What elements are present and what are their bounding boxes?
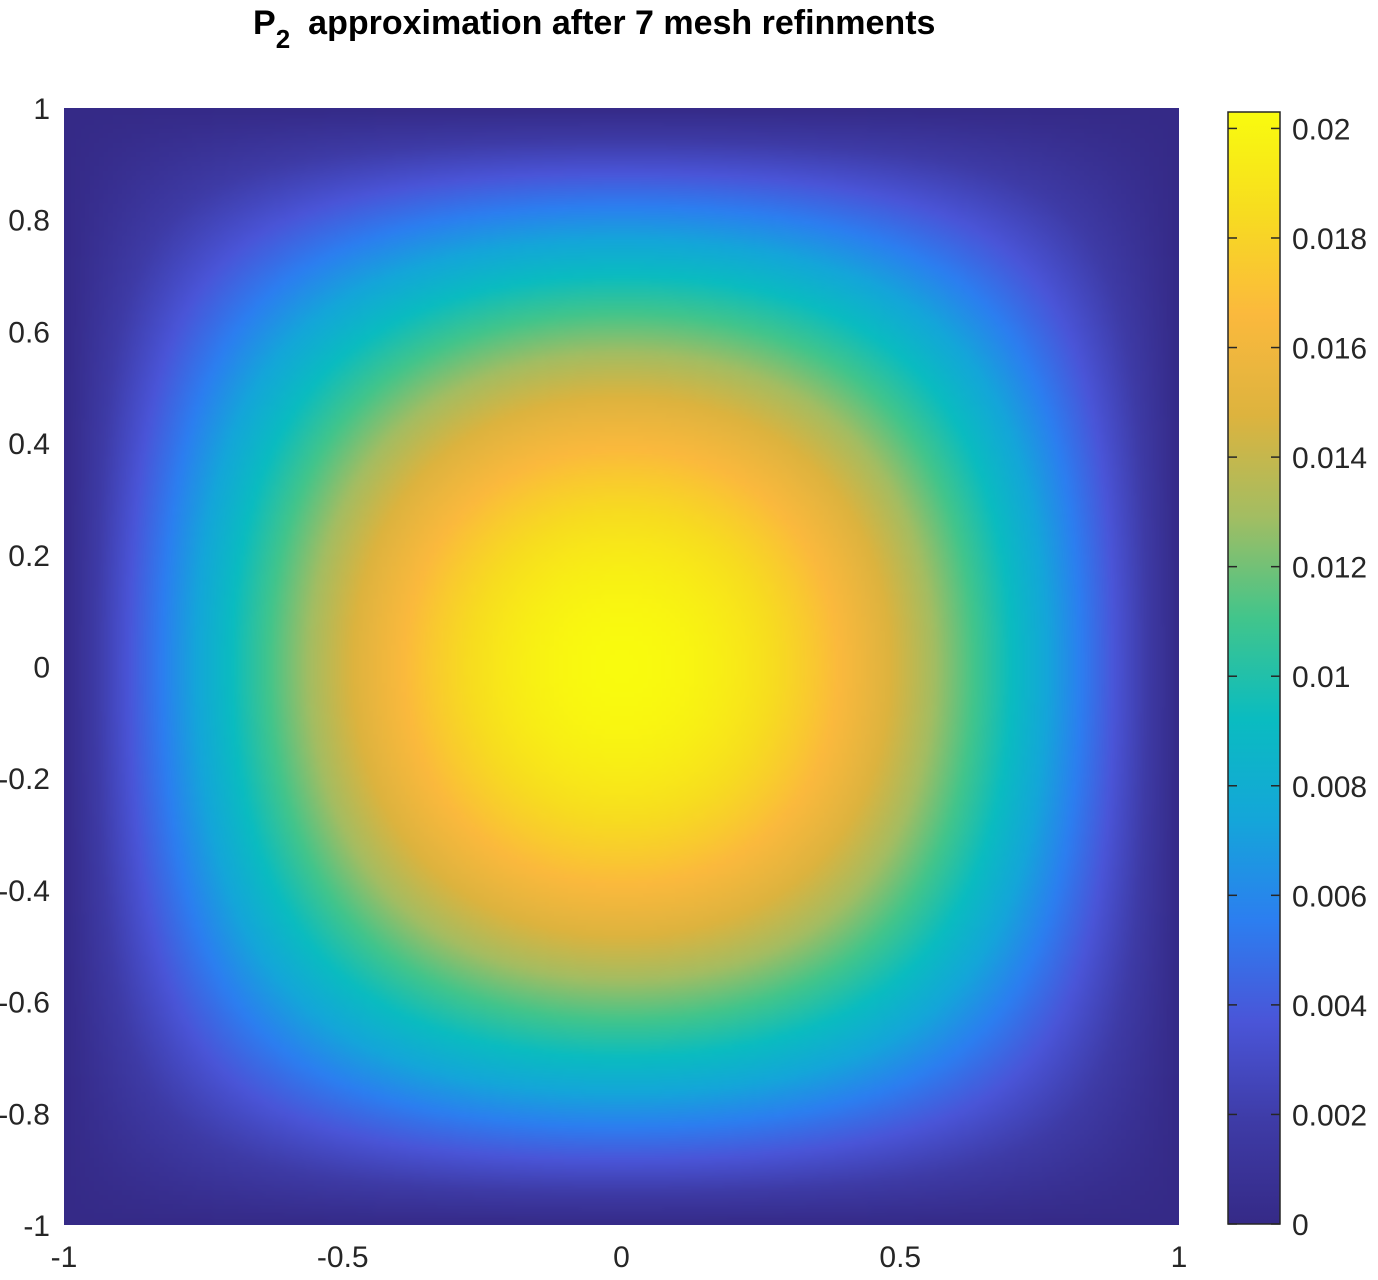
colorbar-tick-label: 0.002	[1292, 1099, 1367, 1132]
colorbar-tick-label: 0.02	[1292, 113, 1350, 146]
colorbar: 0 0.002 0.004 0.006 0.008 0.01 0.012 0.014 0.016…	[1227, 111, 1367, 1242]
chart-title: P2 approximation after 7 mesh refinments	[253, 4, 935, 54]
colorbar-tick-label: 0.016	[1292, 333, 1367, 366]
y-tick-label: 0	[33, 652, 50, 685]
colorbar-tick-label: 0.006	[1292, 880, 1367, 913]
y-tick-label: -0.8	[0, 1098, 50, 1131]
y-tick-label: 1	[33, 93, 50, 126]
x-tick-label: 0.5	[879, 1241, 921, 1274]
colorbar-tick-label: 0.018	[1292, 223, 1367, 256]
y-tick-label: -0.2	[0, 763, 50, 796]
y-tick-label: -0.6	[0, 987, 50, 1020]
colorbar-tick-label: 0.004	[1292, 990, 1367, 1023]
y-tick-label: 0.6	[8, 316, 50, 349]
colorbar-tick-label: 0.008	[1292, 771, 1367, 804]
y-tick-label: 0.8	[8, 205, 50, 238]
x-tick-label: -0.5	[317, 1241, 369, 1274]
colorbar-tick-label: 0.012	[1292, 552, 1367, 585]
colorbar-gradient	[1227, 111, 1281, 1225]
title-rest: approximation after 7 mesh refinments	[308, 4, 935, 42]
x-tick-label: -1	[51, 1241, 78, 1274]
title-subscript: 2	[276, 24, 290, 54]
x-axis: -1 -0.5 0 0.5 1	[51, 1241, 1188, 1274]
y-tick-label: 0.2	[8, 540, 50, 573]
colorbar-tick-label: 0.014	[1292, 442, 1367, 475]
y-tick-label: -0.4	[0, 875, 50, 908]
colorbar-tick-label: 0	[1292, 1209, 1309, 1242]
colorbar-tick-label: 0.01	[1292, 661, 1350, 694]
y-tick-label: 0.4	[8, 428, 50, 461]
x-tick-label: 1	[1171, 1241, 1188, 1274]
y-axis: 1 0.8 0.6 0.4 0.2 0 -0.2 -0.4 -0.6 -0.8 -1	[0, 93, 50, 1243]
y-tick-label: -1	[23, 1210, 50, 1243]
title-main: P	[253, 4, 276, 42]
heatmap-field	[64, 108, 1179, 1225]
plot-area	[64, 108, 1179, 1225]
x-tick-label: 0	[613, 1241, 630, 1274]
